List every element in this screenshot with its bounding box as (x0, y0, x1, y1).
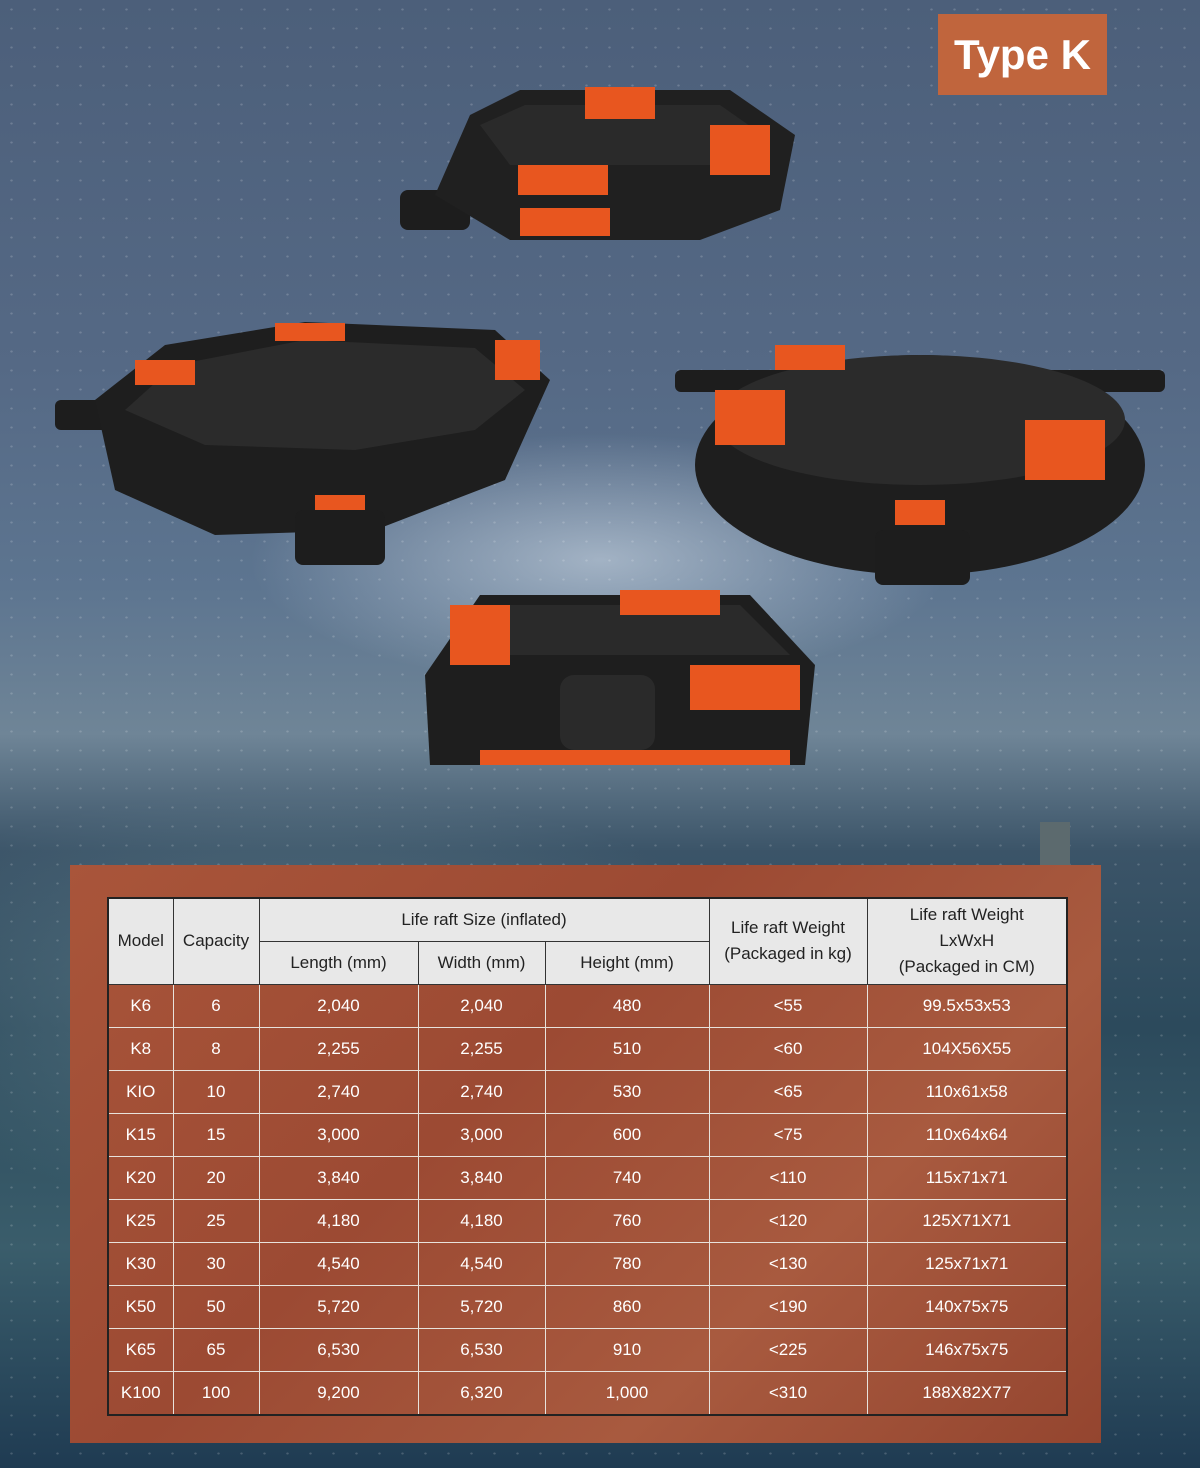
table-row: KIO 10 2,740 2,740 530 <65 110x61x58 (107, 1069, 1068, 1114)
cell-capacity: 8 (172, 1026, 260, 1071)
cell-model: K25 (107, 1198, 174, 1243)
cell-weight: <310 (708, 1370, 868, 1415)
header-weight-kg: Life raft Weight (Packaged in kg) (708, 897, 868, 985)
cell-weight: <120 (708, 1198, 868, 1243)
table-row: K20 20 3,840 3,840 740 <110 115x71x71 (107, 1155, 1068, 1200)
cell-packaged-dims: 146x75x75 (866, 1327, 1068, 1372)
cell-length: 3,000 (258, 1112, 419, 1157)
cell-model: K15 (107, 1112, 174, 1157)
cell-length: 9,200 (258, 1370, 419, 1415)
cell-capacity: 20 (172, 1155, 260, 1200)
raft-image-10-person (400, 87, 795, 240)
header-size-group: Life raft Size (inflated) (258, 897, 710, 942)
cell-height: 910 (544, 1327, 710, 1372)
cell-weight: <190 (708, 1284, 868, 1329)
cell-packaged-dims: 188X82X77 (866, 1370, 1068, 1415)
cell-model: K20 (107, 1155, 174, 1200)
cell-height: 740 (544, 1155, 710, 1200)
cell-weight: <225 (708, 1327, 868, 1372)
header-width: Width (mm) (417, 940, 546, 985)
cell-width: 2,740 (417, 1069, 546, 1114)
cell-capacity: 65 (172, 1327, 260, 1372)
header-model: Model (107, 897, 174, 985)
cell-width: 4,180 (417, 1198, 546, 1243)
cell-packaged-dims: 99.5x53x53 (866, 983, 1068, 1028)
cell-capacity: 15 (172, 1112, 260, 1157)
table-row: K30 30 4,540 4,540 780 <130 125x71x71 (107, 1241, 1068, 1286)
cell-width: 2,255 (417, 1026, 546, 1071)
cell-capacity: 10 (172, 1069, 260, 1114)
cell-weight: <130 (708, 1241, 868, 1286)
cell-length: 2,740 (258, 1069, 419, 1114)
cell-length: 5,720 (258, 1284, 419, 1329)
cell-packaged-dims: 140x75x75 (866, 1284, 1068, 1329)
cell-length: 4,540 (258, 1241, 419, 1286)
cell-length: 3,840 (258, 1155, 419, 1200)
cell-weight: <110 (708, 1155, 868, 1200)
cell-weight: <60 (708, 1026, 868, 1071)
cell-height: 860 (544, 1284, 710, 1329)
cell-capacity: 6 (172, 983, 260, 1028)
table-row: K6 6 2,040 2,040 480 <55 99.5x53x53 (107, 983, 1068, 1028)
header-capacity: Capacity (172, 897, 260, 985)
cell-capacity: 50 (172, 1284, 260, 1329)
cell-length: 6,530 (258, 1327, 419, 1372)
cell-length: 2,255 (258, 1026, 419, 1071)
cell-length: 2,040 (258, 983, 419, 1028)
raft-image-large-right (675, 345, 1165, 585)
cell-model: K65 (107, 1327, 174, 1372)
cell-model: K30 (107, 1241, 174, 1286)
cell-packaged-dims: 125X71X71 (866, 1198, 1068, 1243)
cell-capacity: 30 (172, 1241, 260, 1286)
cell-model: KIO (107, 1069, 174, 1114)
cell-height: 760 (544, 1198, 710, 1243)
table-row: K50 50 5,720 5,720 860 <190 140x75x75 (107, 1284, 1068, 1329)
cell-weight: <75 (708, 1112, 868, 1157)
cell-model: K8 (107, 1026, 174, 1071)
table-row: K8 8 2,255 2,255 510 <60 104X56X55 (107, 1026, 1068, 1071)
header-height: Height (mm) (544, 940, 710, 985)
table-row: K25 25 4,180 4,180 760 <120 125X71X71 (107, 1198, 1068, 1243)
cell-model: K50 (107, 1284, 174, 1329)
cell-width: 3,840 (417, 1155, 546, 1200)
cell-width: 6,530 (417, 1327, 546, 1372)
cell-model: K100 (107, 1370, 174, 1415)
table-row: K65 65 6,530 6,530 910 <225 146x75x75 (107, 1327, 1068, 1372)
header-packaged-dims: Life raft Weight LxWxH (Packaged in CM) (866, 897, 1068, 985)
cell-weight: <65 (708, 1069, 868, 1114)
cell-width: 6,320 (417, 1370, 546, 1415)
cell-height: 480 (544, 983, 710, 1028)
cell-height: 510 (544, 1026, 710, 1071)
cell-capacity: 25 (172, 1198, 260, 1243)
cell-height: 1,000 (544, 1370, 710, 1415)
header-length: Length (mm) (258, 940, 419, 985)
cell-packaged-dims: 115x71x71 (866, 1155, 1068, 1200)
table-row: K100 100 9,200 6,320 1,000 <310 188X82X77 (107, 1370, 1068, 1415)
cell-height: 600 (544, 1112, 710, 1157)
cell-weight: <55 (708, 983, 868, 1028)
cell-height: 530 (544, 1069, 710, 1114)
specification-table: Model Capacity Life raft Size (inflated)… (107, 897, 1068, 1416)
cell-packaged-dims: 110x64x64 (866, 1112, 1068, 1157)
raft-image-6-person (425, 590, 815, 765)
table-row: K15 15 3,000 3,000 600 <75 110x64x64 (107, 1112, 1068, 1157)
cell-width: 3,000 (417, 1112, 546, 1157)
cell-width: 5,720 (417, 1284, 546, 1329)
cell-width: 4,540 (417, 1241, 546, 1286)
page-title: Type K (938, 14, 1107, 95)
cell-packaged-dims: 104X56X55 (866, 1026, 1068, 1071)
cell-packaged-dims: 125x71x71 (866, 1241, 1068, 1286)
cell-model: K6 (107, 983, 174, 1028)
raft-image-large-left (55, 322, 550, 565)
cell-width: 2,040 (417, 983, 546, 1028)
cell-capacity: 100 (172, 1370, 260, 1415)
cell-length: 4,180 (258, 1198, 419, 1243)
cell-height: 780 (544, 1241, 710, 1286)
cell-packaged-dims: 110x61x58 (866, 1069, 1068, 1114)
